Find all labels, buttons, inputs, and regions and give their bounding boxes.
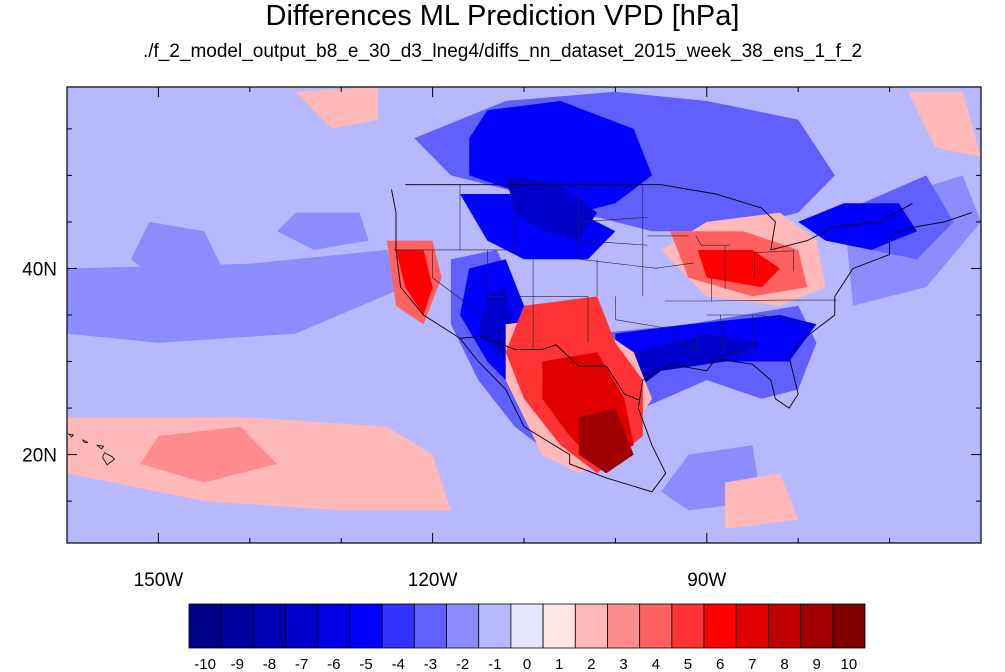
y-tick-label: 40N [22,259,57,280]
state-boundary [578,240,648,246]
colorbar-label: -2 [456,656,469,672]
colorbar-swatch [542,603,576,649]
state-boundary [670,333,699,353]
state-boundary [754,250,794,253]
state-boundary [615,296,666,329]
contour-region [295,87,378,129]
colorbar-label: 7 [748,656,756,672]
contour-region [140,426,278,483]
colorbar-label: 10 [841,656,858,672]
state-boundary [653,262,695,269]
colorbar-label: -1 [488,656,501,672]
colorbar-swatch [478,603,512,649]
contour-region [578,408,634,474]
map-title: Differences ML Prediction VPD [hPa] [265,0,740,32]
colorbar-swatch [574,603,608,649]
colorbar-swatch [381,603,415,649]
colorbar-swatch [349,603,383,649]
state-boundary [720,314,725,358]
colorbar-label: 5 [684,656,692,672]
state-boundary [578,258,659,269]
colorbar-label: 0 [523,656,531,672]
colorbar-swatch [317,603,351,649]
state-boundary [695,235,730,246]
colorbar-label: -3 [424,656,437,672]
colorbar-label: -9 [231,656,244,672]
contour-region [907,91,981,157]
x-tick-label: 150W [134,570,184,591]
contour-region [624,333,762,399]
colorbar-label: -7 [295,656,308,672]
colorbar-label: 3 [619,656,627,672]
colorbar-swatch [735,603,769,649]
island-outline [82,439,89,443]
contour-region [277,212,369,250]
colorbar-label: -6 [327,656,340,672]
island-outline [67,433,75,438]
colorbar-label: 8 [780,656,788,672]
country-border [459,335,639,401]
colorbar-label: 1 [555,656,563,672]
contour-region [131,221,223,288]
contour-region [697,249,780,288]
colorbar-label: -4 [392,656,405,672]
colorbar-swatch [639,603,673,649]
state-boundary [664,299,837,302]
country-border [405,184,913,251]
contour-region [725,473,799,529]
colorbar-swatch [510,603,544,649]
colorbar-label: -8 [263,656,276,672]
colorbar-swatch [413,603,447,649]
colorbar-label: 6 [716,656,724,672]
state-boundary [432,249,483,316]
x-tick-label: 120W [408,570,458,591]
map-subtitle: ./f_2_model_output_b8_e_30_d3_lneg4/diff… [142,41,863,62]
plot-area: 150W 120W 90W 40N 20N [22,86,982,591]
colorbar-swatch [188,603,222,649]
x-tick-label: 90W [687,570,726,591]
colorbar-label: -10 [194,656,216,672]
colorbar-swatch [703,603,737,649]
geographic-lines [67,184,973,493]
contour-region [396,249,433,315]
coastline [391,189,973,493]
colorbar-swatch [446,603,480,649]
contour-region [798,203,917,250]
state-boundary [728,315,753,353]
colorbar-swatch [285,603,319,649]
colorbar-label: 9 [813,656,821,672]
island-outline [95,444,105,450]
axis-ticks: 150W 120W 90W 40N 20N [22,87,982,591]
colorbar-label: -5 [359,656,372,672]
colorbar-swatch [832,603,866,649]
colorbar-swatch [800,603,834,649]
colorbar-label: 4 [652,656,660,672]
colorbar-swatch [671,603,705,649]
colorbar-swatch [252,603,286,649]
colorbar-swatch [607,603,641,649]
island-outline [102,452,116,466]
state-boundary [578,217,648,223]
colorbar-label: 2 [587,656,595,672]
state-boundary [706,314,812,326]
colorbar-swatch [768,603,802,649]
colorbar: -10 -9 -8 -7 -6 -5 -4 -3 -2 -1 0 1 2 3 4 5 6 7 8 9 10 [188,603,866,672]
y-tick-label: 20N [22,446,57,467]
contour-region [505,175,598,241]
colorbar-swatch [220,603,254,649]
